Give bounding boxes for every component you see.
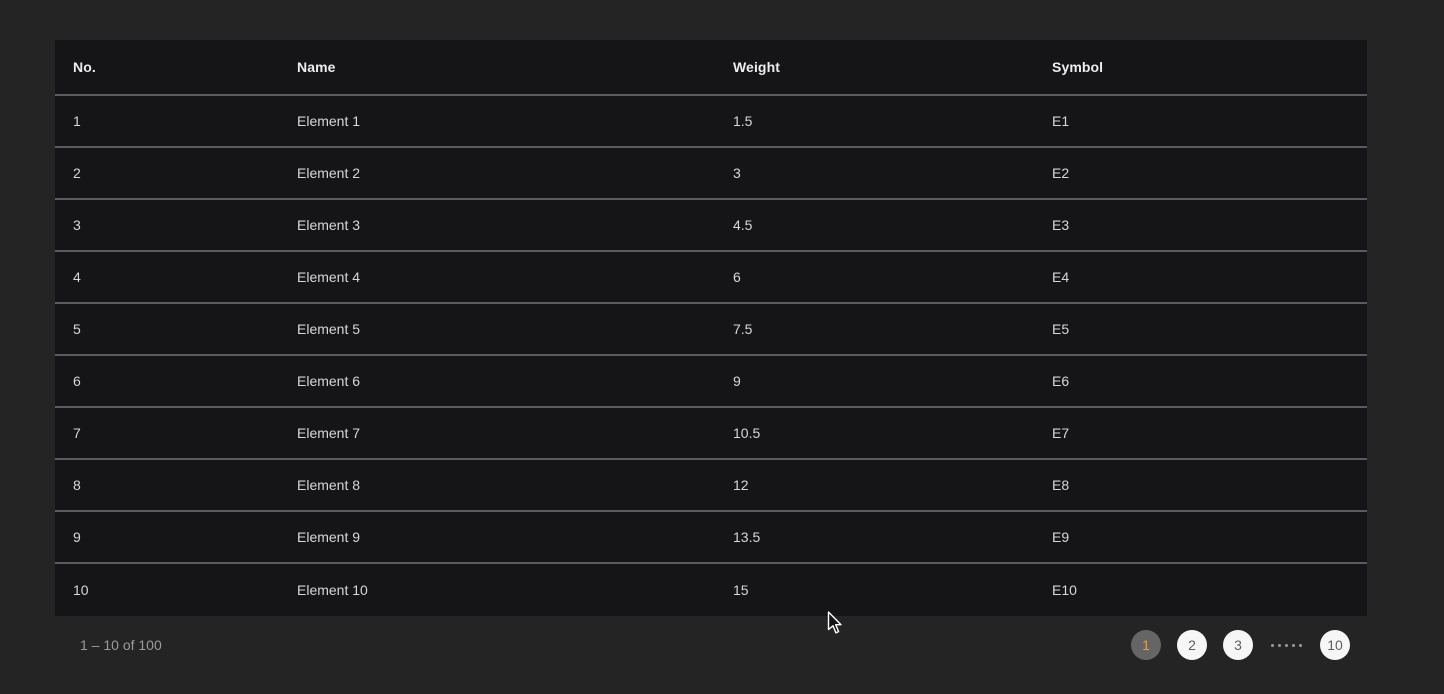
table-row: 4 Element 4 6 E4 bbox=[55, 252, 1367, 304]
cell-name: Element 5 bbox=[297, 321, 361, 337]
table-row: 2 Element 2 3 E2 bbox=[55, 148, 1367, 200]
cell-name: Element 1 bbox=[297, 113, 361, 129]
cell-no: 7 bbox=[73, 425, 81, 441]
cell-weight: 3 bbox=[733, 165, 741, 181]
cell-no: 6 bbox=[73, 373, 81, 389]
cell-no: 4 bbox=[73, 269, 81, 285]
cell-name: Element 9 bbox=[297, 529, 361, 545]
page-button-10[interactable]: 10 bbox=[1320, 630, 1350, 660]
cell-symbol: E10 bbox=[1052, 582, 1077, 598]
cell-name: Element 10 bbox=[297, 582, 368, 598]
cell-no: 10 bbox=[73, 582, 89, 598]
cell-no: 1 bbox=[73, 113, 81, 129]
table-footer: 1 – 10 of 100 1 2 3 10 bbox=[55, 616, 1367, 674]
cell-weight: 1.5 bbox=[733, 113, 753, 129]
page-button-3[interactable]: 3 bbox=[1223, 630, 1253, 660]
cell-symbol: E5 bbox=[1052, 321, 1070, 337]
cell-no: 8 bbox=[73, 477, 81, 493]
column-header-symbol: Symbol bbox=[1052, 59, 1104, 75]
cell-symbol: E8 bbox=[1052, 477, 1070, 493]
cell-symbol: E3 bbox=[1052, 217, 1070, 233]
cell-name: Element 8 bbox=[297, 477, 361, 493]
table-row: 9 Element 9 13.5 E9 bbox=[55, 512, 1367, 564]
cell-weight: 13.5 bbox=[733, 529, 761, 545]
table-row: 10 Element 10 15 E10 bbox=[55, 564, 1367, 616]
cell-symbol: E4 bbox=[1052, 269, 1070, 285]
cell-symbol: E2 bbox=[1052, 165, 1070, 181]
cell-no: 9 bbox=[73, 529, 81, 545]
cell-symbol: E6 bbox=[1052, 373, 1070, 389]
cell-no: 3 bbox=[73, 217, 81, 233]
cell-symbol: E9 bbox=[1052, 529, 1070, 545]
cell-name: Element 3 bbox=[297, 217, 361, 233]
cell-name: Element 7 bbox=[297, 425, 361, 441]
table-row: 1 Element 1 1.5 E1 bbox=[55, 96, 1367, 148]
table-body: 1 Element 1 1.5 E1 2 Element 2 3 E2 3 El… bbox=[55, 96, 1367, 616]
cell-symbol: E7 bbox=[1052, 425, 1070, 441]
page-button-2[interactable]: 2 bbox=[1177, 630, 1207, 660]
cell-name: Element 2 bbox=[297, 165, 361, 181]
elements-table: No. Name Weight Symbol 1 Element 1 1.5 E… bbox=[55, 40, 1367, 616]
table-row: 5 Element 5 7.5 E5 bbox=[55, 304, 1367, 356]
cell-weight: 6 bbox=[733, 269, 741, 285]
cell-no: 2 bbox=[73, 165, 81, 181]
pagination: 1 2 3 10 bbox=[1131, 630, 1350, 660]
cell-weight: 10.5 bbox=[733, 425, 761, 441]
table-row: 3 Element 3 4.5 E3 bbox=[55, 200, 1367, 252]
cell-weight: 7.5 bbox=[733, 321, 753, 337]
table-row: 7 Element 7 10.5 E7 bbox=[55, 408, 1367, 460]
cell-symbol: E1 bbox=[1052, 113, 1070, 129]
table-header-row: No. Name Weight Symbol bbox=[55, 40, 1367, 96]
table-row: 8 Element 8 12 E8 bbox=[55, 460, 1367, 512]
column-header-no: No. bbox=[73, 59, 96, 75]
column-header-weight: Weight bbox=[733, 59, 781, 75]
cell-weight: 12 bbox=[733, 477, 749, 493]
cell-weight: 15 bbox=[733, 582, 749, 598]
cell-weight: 4.5 bbox=[733, 217, 753, 233]
cell-name: Element 4 bbox=[297, 269, 361, 285]
results-range-label: 1 – 10 of 100 bbox=[80, 637, 162, 653]
cell-weight: 9 bbox=[733, 373, 741, 389]
pagination-ellipsis-icon bbox=[1269, 643, 1304, 647]
page-button-1[interactable]: 1 bbox=[1131, 630, 1161, 660]
cell-no: 5 bbox=[73, 321, 81, 337]
table-row: 6 Element 6 9 E6 bbox=[55, 356, 1367, 408]
column-header-name: Name bbox=[297, 59, 336, 75]
cell-name: Element 6 bbox=[297, 373, 361, 389]
